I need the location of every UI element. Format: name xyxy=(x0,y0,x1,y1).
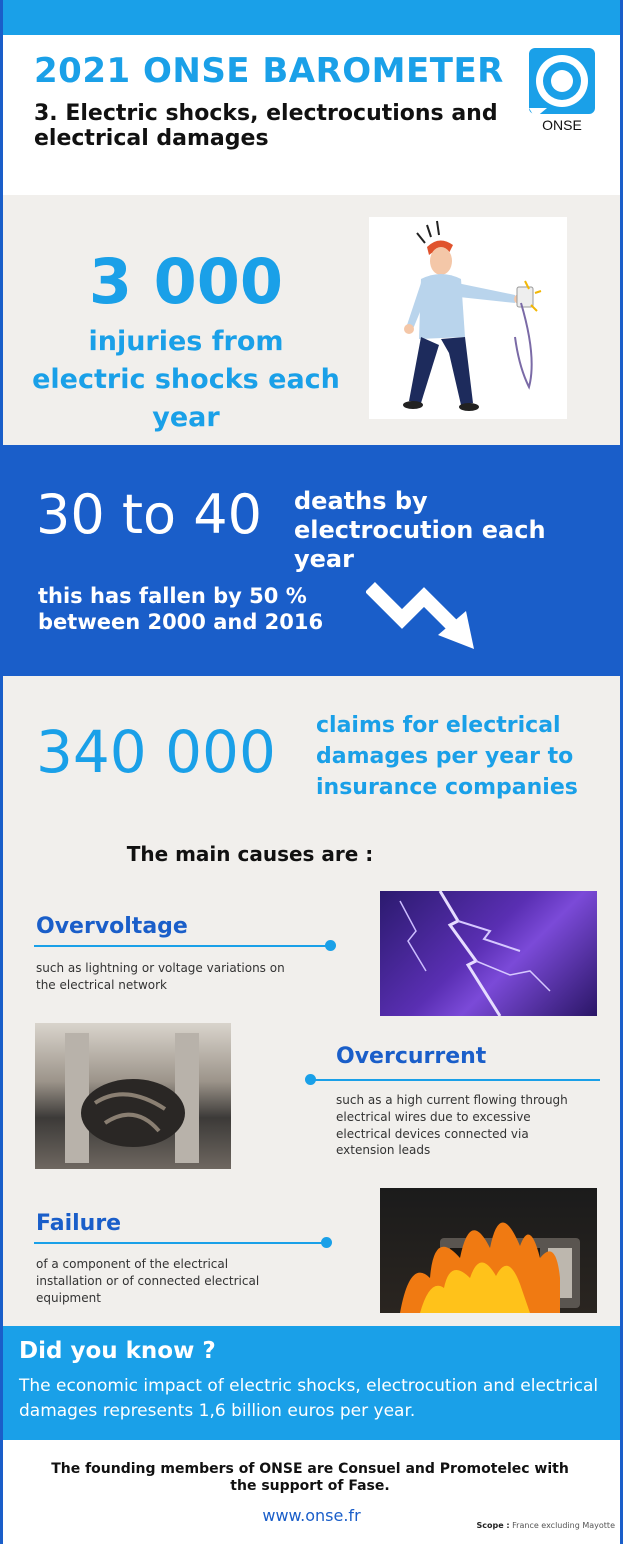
did-you-know-title: Did you know ? xyxy=(19,1338,216,1364)
left-border xyxy=(0,0,3,1544)
onse-logo-icon xyxy=(529,48,595,118)
claims-section: 340 000 claims for electrical damages pe… xyxy=(0,676,623,1326)
page-subtitle: 3. Electric shocks, electrocutions and e… xyxy=(34,101,498,152)
deaths-text: deaths by electrocution each year xyxy=(294,487,546,573)
lightning-photo xyxy=(380,891,597,1016)
claims-number: 340 000 xyxy=(36,718,276,786)
cause-desc-overcurrent: such as a high current flowing through e… xyxy=(336,1093,568,1158)
logo-text: ONSE xyxy=(542,117,582,133)
cause-dot-overvoltage xyxy=(325,940,336,951)
burnt-wiring-photo xyxy=(35,1023,231,1169)
electric-shock-illustration xyxy=(369,217,567,419)
cause-line-overcurrent xyxy=(310,1079,600,1081)
injuries-number: 3 000 xyxy=(88,245,284,318)
cause-line-failure xyxy=(34,1242,326,1244)
did-you-know-section: Did you know ? The economic impact of el… xyxy=(0,1326,623,1440)
scope-note: Scope : France excluding Mayotte xyxy=(476,1521,615,1530)
founding-members-text: The founding members of ONSE are Consuel… xyxy=(51,1461,569,1494)
cause-title-failure: Failure xyxy=(36,1211,122,1236)
onse-logo: ONSE xyxy=(527,44,597,136)
cause-line-overvoltage xyxy=(34,945,330,947)
claims-text: claims for electrical damages per year t… xyxy=(316,713,578,800)
cause-dot-failure xyxy=(321,1237,332,1248)
injuries-text: injuries from electric shocks each year xyxy=(32,326,340,433)
did-you-know-text: The economic impact of electric shocks, … xyxy=(19,1376,599,1421)
footer: The founding members of ONSE are Consuel… xyxy=(0,1440,623,1544)
scope-label: Scope : xyxy=(476,1521,510,1530)
header: 2021 ONSE BAROMETER 3. Electric shocks, … xyxy=(0,35,623,195)
causes-heading: The main causes are : xyxy=(126,842,374,866)
deaths-section: 30 to 40 deaths by electrocution each ye… xyxy=(0,445,623,676)
deaths-number: 30 to 40 xyxy=(36,483,262,546)
cause-title-overcurrent: Overcurrent xyxy=(336,1044,487,1069)
trend-down-arrow-icon xyxy=(366,582,474,649)
right-border xyxy=(620,0,623,1544)
scope-value: France excluding Mayotte xyxy=(512,1521,615,1530)
injuries-section: 3 000 injuries from electric shocks each… xyxy=(0,195,623,445)
top-bar xyxy=(0,0,623,35)
page-title: 2021 ONSE BAROMETER xyxy=(34,51,504,91)
cause-desc-overvoltage: such as lightning or voltage variations … xyxy=(36,961,285,992)
cause-desc-failure: of a component of the electrical install… xyxy=(36,1257,260,1305)
deaths-trend-text: this has fallen by 50 % between 2000 and… xyxy=(38,584,324,635)
cause-title-overvoltage: Overvoltage xyxy=(36,914,188,939)
burning-microwave-photo xyxy=(380,1188,597,1313)
website-link[interactable]: www.onse.fr xyxy=(262,1506,361,1525)
